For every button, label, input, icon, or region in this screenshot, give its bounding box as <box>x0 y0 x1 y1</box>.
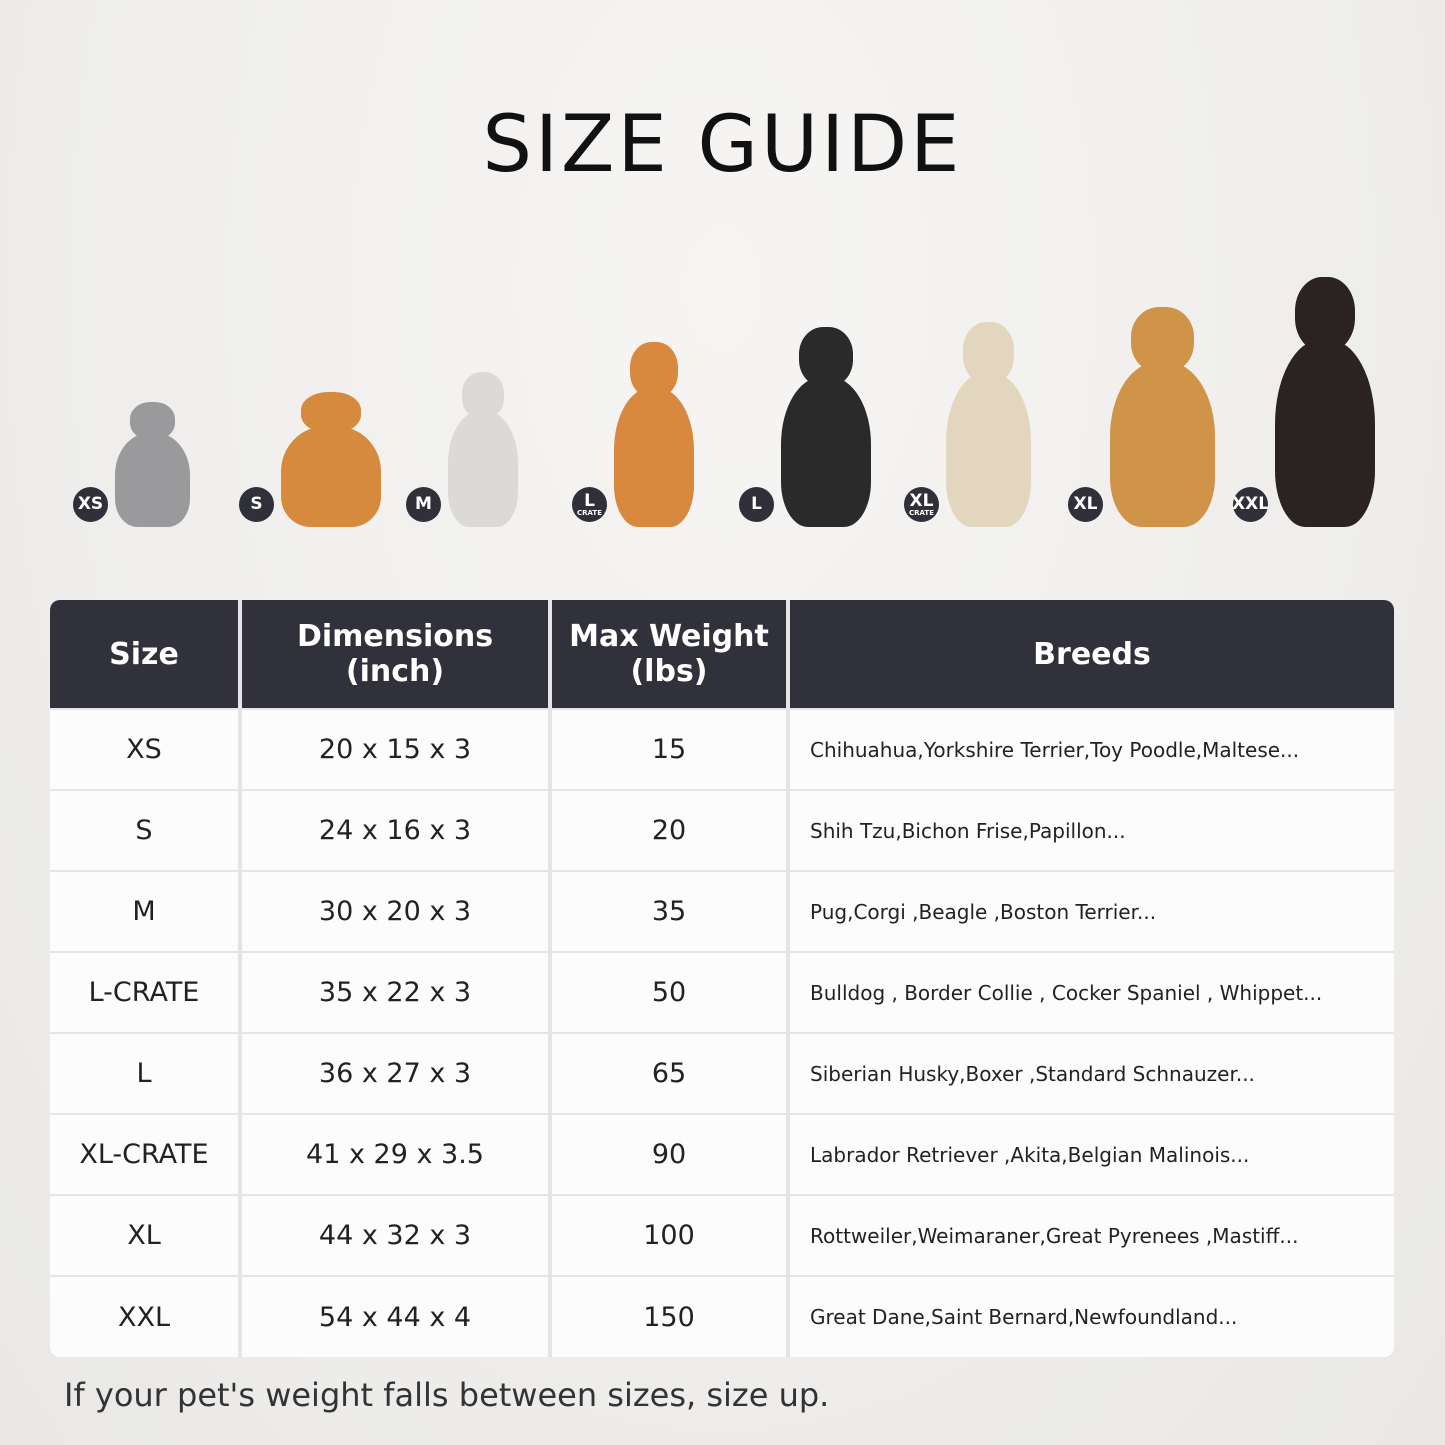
cell-breeds: Pug,Corgi ,Beagle ,Boston Terrier... <box>790 872 1394 951</box>
cell-dimensions: 36 x 27 x 3 <box>242 1034 548 1113</box>
size-badge: XL <box>1068 487 1103 522</box>
size-badge: XL CRATE <box>904 487 939 522</box>
cell-dimensions: 54 x 44 x 4 <box>242 1277 548 1357</box>
cell-max-weight: 150 <box>552 1277 786 1357</box>
size-badge: M <box>406 487 441 522</box>
pet-body <box>1110 362 1215 527</box>
cell-size: L-CRATE <box>50 953 238 1032</box>
header-breeds: Breeds <box>790 600 1394 708</box>
size-badge-sublabel: CRATE <box>909 508 934 517</box>
cell-breeds: Siberian Husky,Boxer ,Standard Schnauzer… <box>790 1034 1394 1113</box>
cell-breeds: Shih Tzu,Bichon Frise,Papillon... <box>790 791 1394 870</box>
cell-breeds: Great Dane,Saint Bernard,Newfoundland... <box>790 1277 1394 1357</box>
pet-body <box>1275 339 1375 527</box>
cell-max-weight: 50 <box>552 953 786 1032</box>
size-badge-label: XXL <box>1231 494 1270 514</box>
cell-size: XL <box>50 1196 238 1275</box>
pet-photo <box>614 342 694 527</box>
pet-head <box>462 372 504 419</box>
size-badge: XXL <box>1231 487 1270 522</box>
pet-body <box>448 410 518 527</box>
pet-head <box>963 322 1014 384</box>
size-badge-label: S <box>250 494 263 514</box>
size-table: Size Dimensions (inch) Max Weight (lbs) Bre… <box>50 600 1394 1357</box>
pet-body <box>281 425 381 527</box>
size-badge: L CRATE <box>572 487 607 522</box>
header-dimensions: Dimensions (inch) <box>242 600 548 708</box>
cell-dimensions: 24 x 16 x 3 <box>242 791 548 870</box>
sizing-note: If your pet's weight falls between sizes… <box>64 1376 830 1414</box>
cell-max-weight: 100 <box>552 1196 786 1275</box>
cell-breeds: Rottweiler,Weimaraner,Great Pyrenees ,Ma… <box>790 1196 1394 1275</box>
size-badge-label: XL <box>1073 494 1098 514</box>
pet-photo <box>115 402 190 527</box>
pet-head <box>799 327 853 387</box>
cell-max-weight: 15 <box>552 710 786 789</box>
pet-photo <box>448 372 518 527</box>
pet-photo <box>1110 307 1215 527</box>
cell-max-weight: 20 <box>552 791 786 870</box>
cell-size: XS <box>50 710 238 789</box>
pet-head <box>1131 307 1194 373</box>
size-badge-label: M <box>415 494 432 514</box>
page-title: SIZE GUIDE <box>482 100 963 190</box>
cell-size: S <box>50 791 238 870</box>
cell-dimensions: 44 x 32 x 3 <box>242 1196 548 1275</box>
header-max-weight: Max Weight (lbs) <box>552 600 786 708</box>
cell-size: L <box>50 1034 238 1113</box>
pet-head <box>130 402 175 440</box>
pet-body <box>115 433 190 527</box>
cell-max-weight: 35 <box>552 872 786 951</box>
pet-photo <box>1275 277 1375 527</box>
pet-head <box>301 392 361 433</box>
cell-max-weight: 90 <box>552 1115 786 1194</box>
pet-head <box>630 342 678 398</box>
size-badge-label: XL <box>909 490 934 511</box>
pet-body <box>781 377 871 527</box>
cell-size: XXL <box>50 1277 238 1357</box>
cell-dimensions: 41 x 29 x 3.5 <box>242 1115 548 1194</box>
pet-photo <box>781 327 871 527</box>
size-badge-label: L <box>584 490 595 511</box>
size-badge: S <box>239 487 274 522</box>
pet-photo <box>281 392 381 527</box>
cell-breeds: Chihuahua,Yorkshire Terrier,Toy Poodle,M… <box>790 710 1394 789</box>
cell-dimensions: 30 x 20 x 3 <box>242 872 548 951</box>
cell-dimensions: 20 x 15 x 3 <box>242 710 548 789</box>
pet-body <box>946 373 1031 527</box>
size-badge: XS <box>73 487 108 522</box>
cell-dimensions: 35 x 22 x 3 <box>242 953 548 1032</box>
size-badge-label: XS <box>77 494 104 514</box>
size-badge-sublabel: CRATE <box>577 508 602 517</box>
size-badge-label: L <box>751 494 762 514</box>
pet-head <box>1295 277 1355 352</box>
pet-body <box>614 388 694 527</box>
size-badge: L <box>739 487 774 522</box>
cell-breeds: Bulldog , Border Collie , Cocker Spaniel… <box>790 953 1394 1032</box>
cell-breeds: Labrador Retriever ,Akita,Belgian Malino… <box>790 1115 1394 1194</box>
cell-size: M <box>50 872 238 951</box>
pet-photo <box>946 322 1031 527</box>
cell-size: XL-CRATE <box>50 1115 238 1194</box>
cell-max-weight: 65 <box>552 1034 786 1113</box>
header-size: Size <box>50 600 238 708</box>
